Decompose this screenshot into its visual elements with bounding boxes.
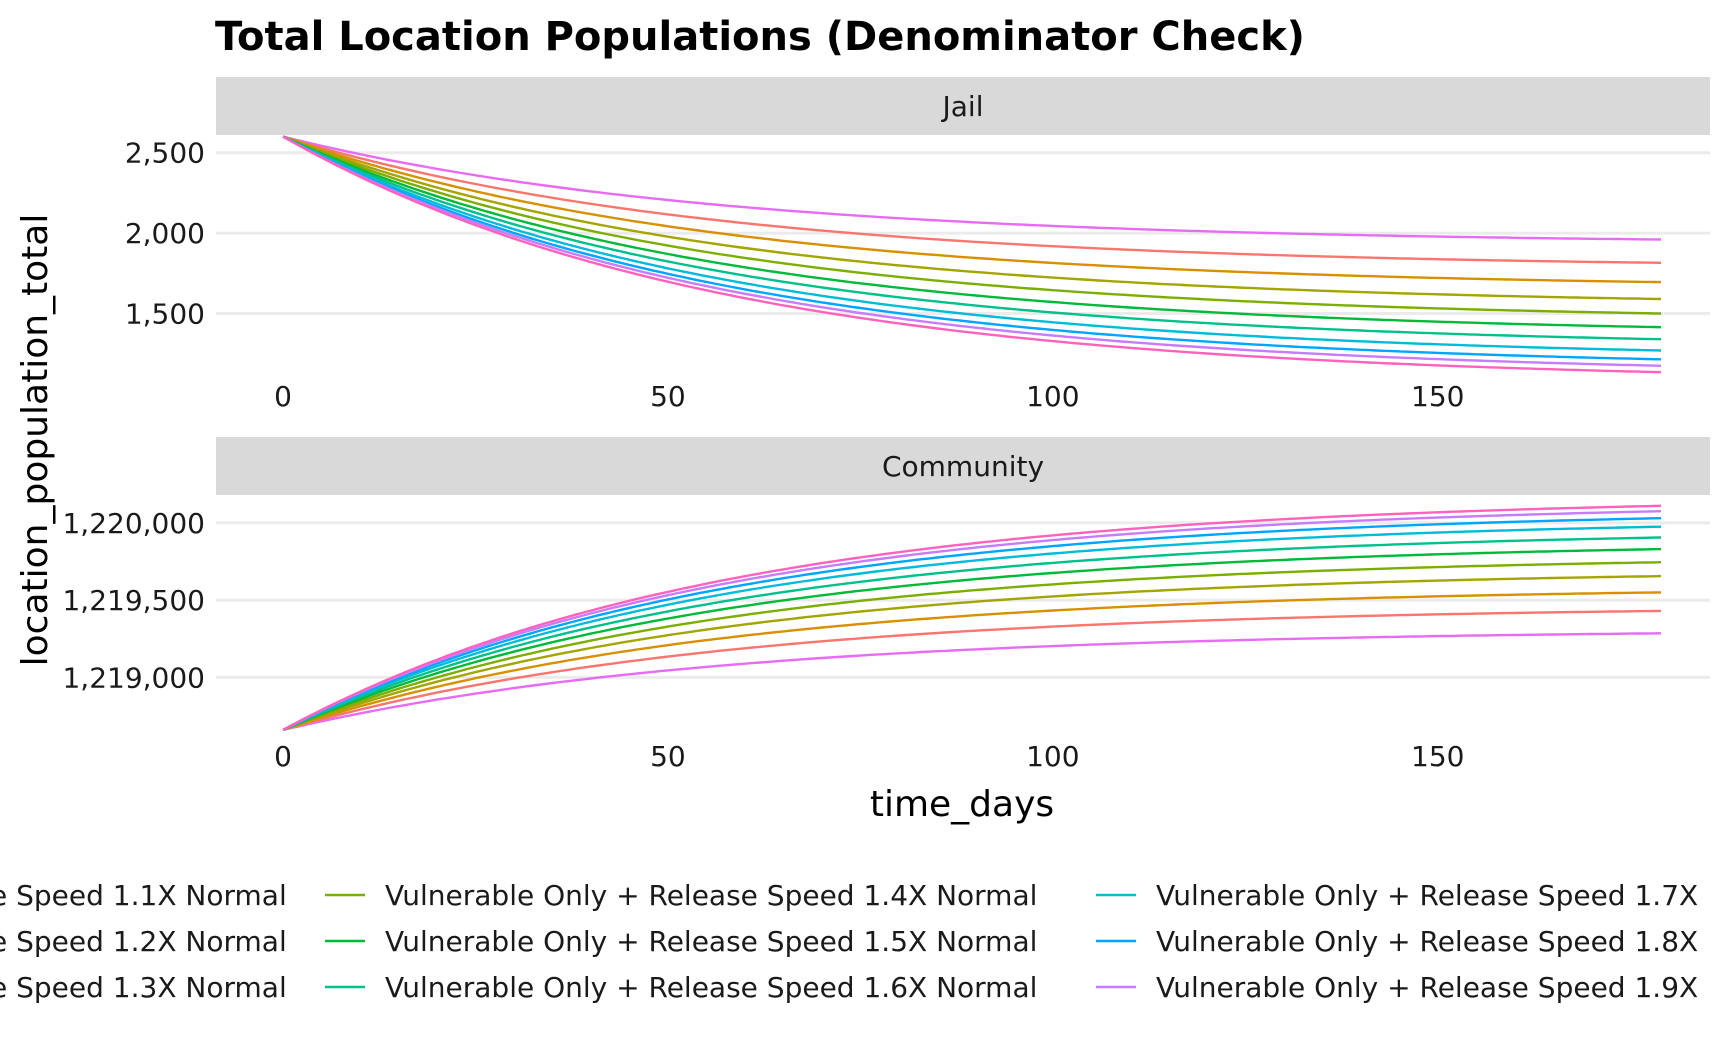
x-tick-label: 150	[1411, 380, 1464, 413]
x-axis-title: time_days	[870, 784, 1054, 825]
legend-label: Vulnerable Only + Release Speed 1.8X	[1156, 925, 1698, 958]
y-tick-label: 1,500	[125, 298, 205, 331]
series-line-s4	[282, 135, 1662, 315]
series-line-s4	[282, 561, 1662, 732]
series-line-s6	[282, 135, 1662, 341]
series-line-s2	[282, 591, 1662, 732]
legend-item-s1: e Speed 1.1X Normal	[0, 879, 287, 912]
series-line-s6	[282, 536, 1662, 731]
x-tick-label: 50	[650, 380, 686, 413]
series-line-s1	[282, 609, 1662, 732]
legend-item-s5: Vulnerable Only + Release Speed 1.5X Nor…	[325, 925, 1037, 958]
x-tick-label: 50	[650, 740, 686, 773]
legend-label: Vulnerable Only + Release Speed 1.4X Nor…	[385, 879, 1037, 912]
series-line-s3	[282, 574, 1662, 732]
chart-title: Total Location Populations (Denominator …	[215, 14, 1305, 60]
legend-label: e Speed 1.3X Normal	[0, 971, 287, 1004]
series-line-s10	[282, 135, 1662, 241]
series-line-s7	[282, 525, 1662, 731]
facet-community: Community 1,219,000 1,219,500 1,220,000 0 50 1…	[62, 437, 1710, 773]
series-line-s9	[282, 510, 1662, 731]
y-tick-label: 1,220,000	[62, 507, 205, 540]
x-tick-label: 0	[274, 740, 292, 773]
y-tick-label: 2,000	[125, 217, 205, 250]
legend-label: Vulnerable Only + Release Speed 1.9X	[1156, 971, 1698, 1004]
series-line-s8	[282, 517, 1662, 731]
legend-item-s4: Vulnerable Only + Release Speed 1.4X Nor…	[325, 879, 1037, 912]
facet-strip	[216, 77, 1710, 135]
y-tick-label: 1,219,000	[62, 661, 205, 694]
x-tick-label: 100	[1026, 740, 1079, 773]
y-tick-label: 2,500	[125, 137, 205, 170]
legend-label: e Speed 1.2X Normal	[0, 925, 287, 958]
legend-item-s8: Vulnerable Only + Release Speed 1.8X	[1096, 925, 1698, 958]
series-line-s7	[282, 135, 1662, 352]
y-tick-label: 1,219,500	[62, 584, 205, 617]
y-axis-title: location_population_total	[15, 214, 56, 667]
series-line-s2	[282, 135, 1662, 284]
facet-strip	[216, 437, 1710, 495]
series-line-s5	[282, 135, 1662, 329]
x-tick-label: 150	[1411, 740, 1464, 773]
series-line-s11	[282, 135, 1662, 374]
legend-item-s3: e Speed 1.3X Normal	[0, 971, 287, 1004]
series-line-s11	[282, 504, 1662, 731]
legend-item-s6: Vulnerable Only + Release Speed 1.6X Nor…	[325, 971, 1037, 1004]
facet-jail: Jail 1,500 2,000 2,500 0 50 100 150	[125, 77, 1710, 413]
legend-label: e Speed 1.1X Normal	[0, 879, 287, 912]
legend-label: Vulnerable Only + Release Speed 1.7X	[1156, 879, 1698, 912]
x-tick-label: 100	[1026, 380, 1079, 413]
facet-panels: Jail 1,500 2,000 2,500 0 50 100 150 Community 1,2…	[62, 77, 1710, 773]
legend-label: Vulnerable Only + Release Speed 1.5X Nor…	[385, 925, 1037, 958]
legend-label: Vulnerable Only + Release Speed 1.6X Nor…	[385, 971, 1037, 1004]
legend-item-s7: Vulnerable Only + Release Speed 1.7X	[1096, 879, 1698, 912]
x-tick-label: 0	[274, 380, 292, 413]
legend: e Speed 1.1X Normal e Speed 1.2X Normal e …	[0, 879, 1698, 1004]
legend-item-s9: Vulnerable Only + Release Speed 1.9X	[1096, 971, 1698, 1004]
series-line-s10	[282, 632, 1662, 732]
series-line-s1	[282, 135, 1662, 264]
series-line-s5	[282, 547, 1662, 732]
facet-strip-label: Jail	[941, 90, 984, 123]
series-line-s8	[282, 135, 1662, 361]
facet-strip-label: Community	[882, 450, 1044, 483]
legend-item-s2: e Speed 1.2X Normal	[0, 925, 287, 958]
series-line-s3	[282, 135, 1662, 301]
series-line-s9	[282, 135, 1662, 367]
